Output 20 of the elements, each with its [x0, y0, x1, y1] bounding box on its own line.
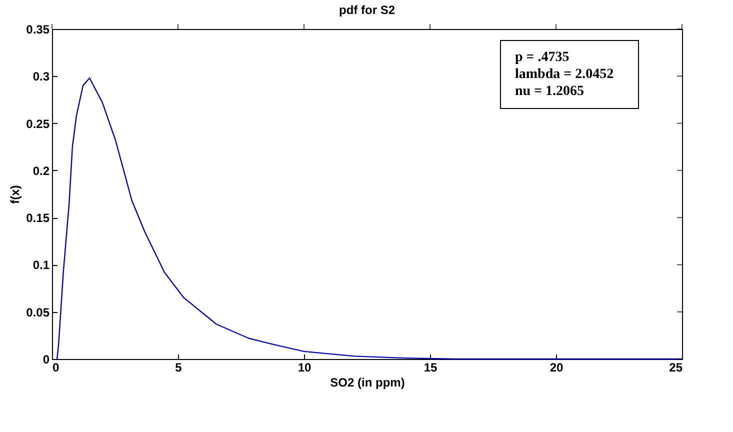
y-tick-label: 0.2	[32, 164, 50, 178]
y-tick-label: 0.1	[32, 258, 50, 272]
annotation: p = .4735	[515, 49, 570, 66]
y-tick-label: 0.05	[26, 305, 50, 320]
chart-title: pdf for S2	[339, 3, 396, 17]
annotation: lambda = 2.0452	[515, 66, 614, 83]
x-tick-label: 0	[52, 360, 60, 374]
annotation: nu = 1.2065	[515, 83, 586, 100]
y-tick-label: 0.25	[26, 116, 50, 131]
x-tick-label: 5	[175, 360, 182, 374]
x-tick-label: 15	[424, 360, 438, 374]
y-axis-title: f(x)	[8, 185, 22, 204]
x-tick-label: 20	[550, 360, 564, 374]
text-box: p = .4735 lambda = 2.0452 nu = 1.2065	[500, 40, 639, 109]
x-tick-label: 10	[298, 360, 312, 374]
y-tick-label: 0.35	[26, 22, 50, 36]
y-tick-label: 0.3	[32, 70, 50, 84]
y-tick-label: 0.15	[26, 211, 50, 226]
x-tick-label: 25	[669, 360, 683, 374]
x-axis-title: SO2 (in ppm)	[330, 376, 405, 390]
